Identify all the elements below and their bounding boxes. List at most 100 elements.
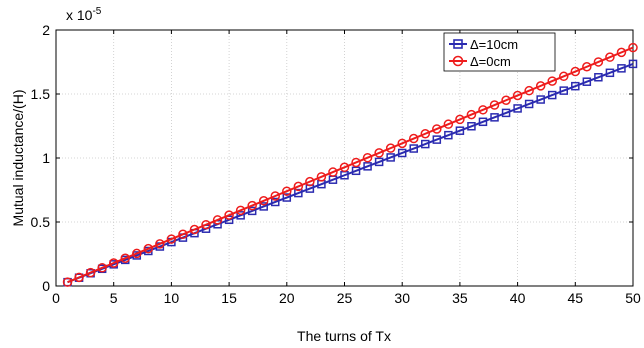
x-tick-label: 0 (52, 290, 60, 306)
data-point-circle (559, 71, 569, 82)
data-point-square (582, 77, 592, 86)
data-point-circle (397, 138, 407, 149)
data-point-circle (385, 143, 396, 153)
data-point-circle (108, 258, 119, 268)
data-point-square (224, 215, 234, 225)
data-point-square (559, 86, 569, 95)
data-point-circle (489, 100, 500, 110)
data-point-circle (455, 114, 465, 125)
y-axis-ticks: 0 0.5 1 1.5 2 (31, 22, 633, 294)
x-tick-label: 25 (337, 290, 353, 306)
x-tick-label: 30 (394, 290, 410, 306)
data-point-circle (62, 277, 73, 287)
multiplier-exponent: -5 (92, 6, 101, 17)
data-point-circle (270, 191, 281, 201)
x-axis-label: The turns of Tx (297, 328, 391, 344)
data-point-circle (85, 267, 96, 278)
legend: Δ=10cm Δ=0cm (443, 32, 556, 72)
data-point-square (536, 95, 545, 104)
data-point-square (386, 153, 395, 162)
data-point-square (455, 126, 465, 135)
x-tick-label: 5 (110, 290, 118, 306)
legend-label-series-2: Δ=0cm (470, 54, 511, 69)
data-point-circle (570, 66, 581, 77)
data-point-circle (443, 119, 454, 129)
data-point-circle (605, 52, 615, 62)
data-point-square (571, 81, 580, 91)
series-line-2 (67, 46, 634, 284)
data-point-circle (432, 124, 442, 134)
series-line-1 (67, 62, 634, 284)
x-tick-label: 20 (279, 290, 295, 306)
data-point-square (547, 90, 557, 100)
x-tick-label: 35 (452, 290, 468, 306)
x-tick-label: 10 (164, 290, 180, 306)
data-point-circle (293, 181, 304, 192)
y-tick-label: 1.5 (31, 86, 51, 102)
data-point-circle (74, 272, 84, 283)
data-point-circle (155, 239, 165, 249)
legend-marker-series-2 (452, 55, 464, 67)
data-point-circle (247, 200, 257, 211)
data-point-circle (178, 229, 188, 240)
multiplier-base: x 10 (66, 7, 93, 23)
data-point-circle (189, 224, 200, 235)
x-tick-label: 15 (221, 290, 237, 306)
data-point-circle (166, 234, 177, 244)
data-point-square (247, 206, 257, 216)
data-point-circle (408, 133, 419, 144)
legend-marker-series-1 (453, 39, 463, 49)
data-point-circle (535, 81, 546, 91)
data-point-circle (235, 205, 246, 216)
data-point-square (490, 113, 499, 122)
data-point-circle (628, 42, 638, 53)
data-point-square (513, 104, 522, 113)
x-tick-label: 45 (568, 290, 584, 306)
x-tick-label: 40 (510, 290, 526, 306)
data-point-square (444, 130, 453, 140)
data-point-square (432, 135, 442, 144)
data-point-square (409, 144, 418, 153)
series-layer (62, 42, 638, 287)
data-point-circle (547, 76, 557, 86)
data-point-circle (224, 210, 234, 220)
data-point-circle (420, 129, 431, 139)
x-axis-ticks: 0 5 10 15 20 25 30 35 40 45 50 (52, 30, 641, 306)
data-point-square (351, 166, 361, 176)
data-point-circle (466, 109, 477, 120)
data-point-circle (339, 162, 350, 173)
data-point-square (374, 157, 384, 167)
data-point-square (594, 73, 603, 82)
y-tick-label: 2 (42, 22, 50, 38)
y-tick-label: 0.5 (31, 214, 51, 230)
data-point-square (282, 193, 292, 202)
data-point-circle (132, 248, 142, 259)
y-axis-label: Mutual inductance/(H) (10, 90, 26, 227)
data-point-square (617, 64, 626, 73)
data-point-circle (478, 105, 488, 115)
data-point-square (524, 99, 534, 109)
data-point-circle (524, 85, 534, 96)
data-point-circle (362, 152, 373, 163)
series-2 (62, 42, 638, 287)
y-tick-label: 1 (42, 150, 50, 166)
data-point-square (478, 117, 488, 127)
data-point-circle (374, 148, 384, 158)
data-point-square (605, 68, 615, 78)
x-tick-label: 50 (625, 290, 641, 306)
data-point-circle (212, 215, 223, 225)
data-point-circle (258, 196, 269, 206)
data-point-circle (582, 61, 592, 72)
data-point-circle (305, 176, 315, 187)
data-point-circle (97, 263, 107, 273)
data-point-square (294, 188, 303, 198)
legend-label-series-1: Δ=10cm (470, 37, 518, 52)
data-point-circle (120, 253, 130, 263)
data-point-circle (201, 219, 211, 230)
data-point-circle (282, 186, 292, 196)
data-point-circle (593, 57, 604, 67)
data-point-circle (616, 47, 627, 58)
data-point-square (421, 139, 430, 149)
data-point-circle (351, 157, 361, 168)
data-point-square (363, 162, 372, 171)
